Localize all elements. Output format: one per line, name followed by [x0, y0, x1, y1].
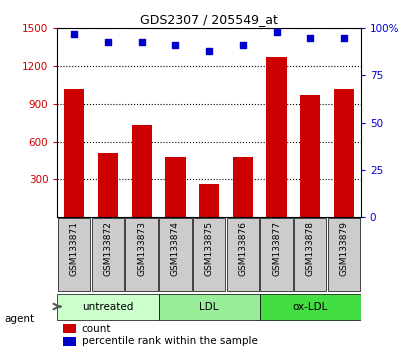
Point: [205, 48, 212, 54]
FancyBboxPatch shape: [193, 218, 225, 291]
Bar: [63, 324, 75, 333]
Point: [272, 29, 279, 35]
Bar: [131, 125, 151, 217]
FancyBboxPatch shape: [260, 218, 292, 291]
FancyBboxPatch shape: [125, 218, 157, 291]
Point: [71, 31, 77, 37]
Text: ox-LDL: ox-LDL: [292, 302, 327, 312]
Text: GSM133874: GSM133874: [171, 221, 180, 276]
Text: GSM133878: GSM133878: [305, 221, 314, 276]
FancyBboxPatch shape: [58, 218, 90, 291]
Point: [340, 35, 346, 41]
Bar: [165, 156, 185, 217]
Text: GSM133873: GSM133873: [137, 221, 146, 276]
Bar: [63, 337, 75, 346]
Text: count: count: [81, 324, 111, 334]
Point: [172, 42, 178, 48]
Point: [138, 39, 145, 44]
Text: untreated: untreated: [82, 302, 133, 312]
Point: [306, 35, 313, 41]
Bar: [198, 184, 219, 217]
FancyBboxPatch shape: [158, 294, 259, 320]
Text: GSM133876: GSM133876: [238, 221, 247, 276]
Text: GSM133875: GSM133875: [204, 221, 213, 276]
Bar: [299, 95, 319, 217]
Title: GDS2307 / 205549_at: GDS2307 / 205549_at: [140, 13, 277, 26]
Point: [104, 39, 111, 44]
FancyBboxPatch shape: [259, 294, 360, 320]
Bar: [232, 157, 252, 217]
Text: percentile rank within the sample: percentile rank within the sample: [81, 336, 257, 346]
Bar: [64, 89, 84, 217]
FancyBboxPatch shape: [226, 218, 258, 291]
Bar: [98, 153, 118, 217]
FancyBboxPatch shape: [92, 218, 124, 291]
Bar: [333, 89, 353, 217]
FancyBboxPatch shape: [293, 218, 326, 291]
Text: GSM133879: GSM133879: [339, 221, 348, 276]
FancyBboxPatch shape: [57, 294, 158, 320]
Text: GSM133877: GSM133877: [271, 221, 280, 276]
Text: GSM133871: GSM133871: [70, 221, 79, 276]
Point: [239, 42, 245, 48]
FancyBboxPatch shape: [327, 218, 359, 291]
Bar: [266, 57, 286, 217]
FancyBboxPatch shape: [159, 218, 191, 291]
Text: LDL: LDL: [199, 302, 218, 312]
Text: agent: agent: [4, 314, 34, 324]
Text: GSM133872: GSM133872: [103, 221, 112, 276]
